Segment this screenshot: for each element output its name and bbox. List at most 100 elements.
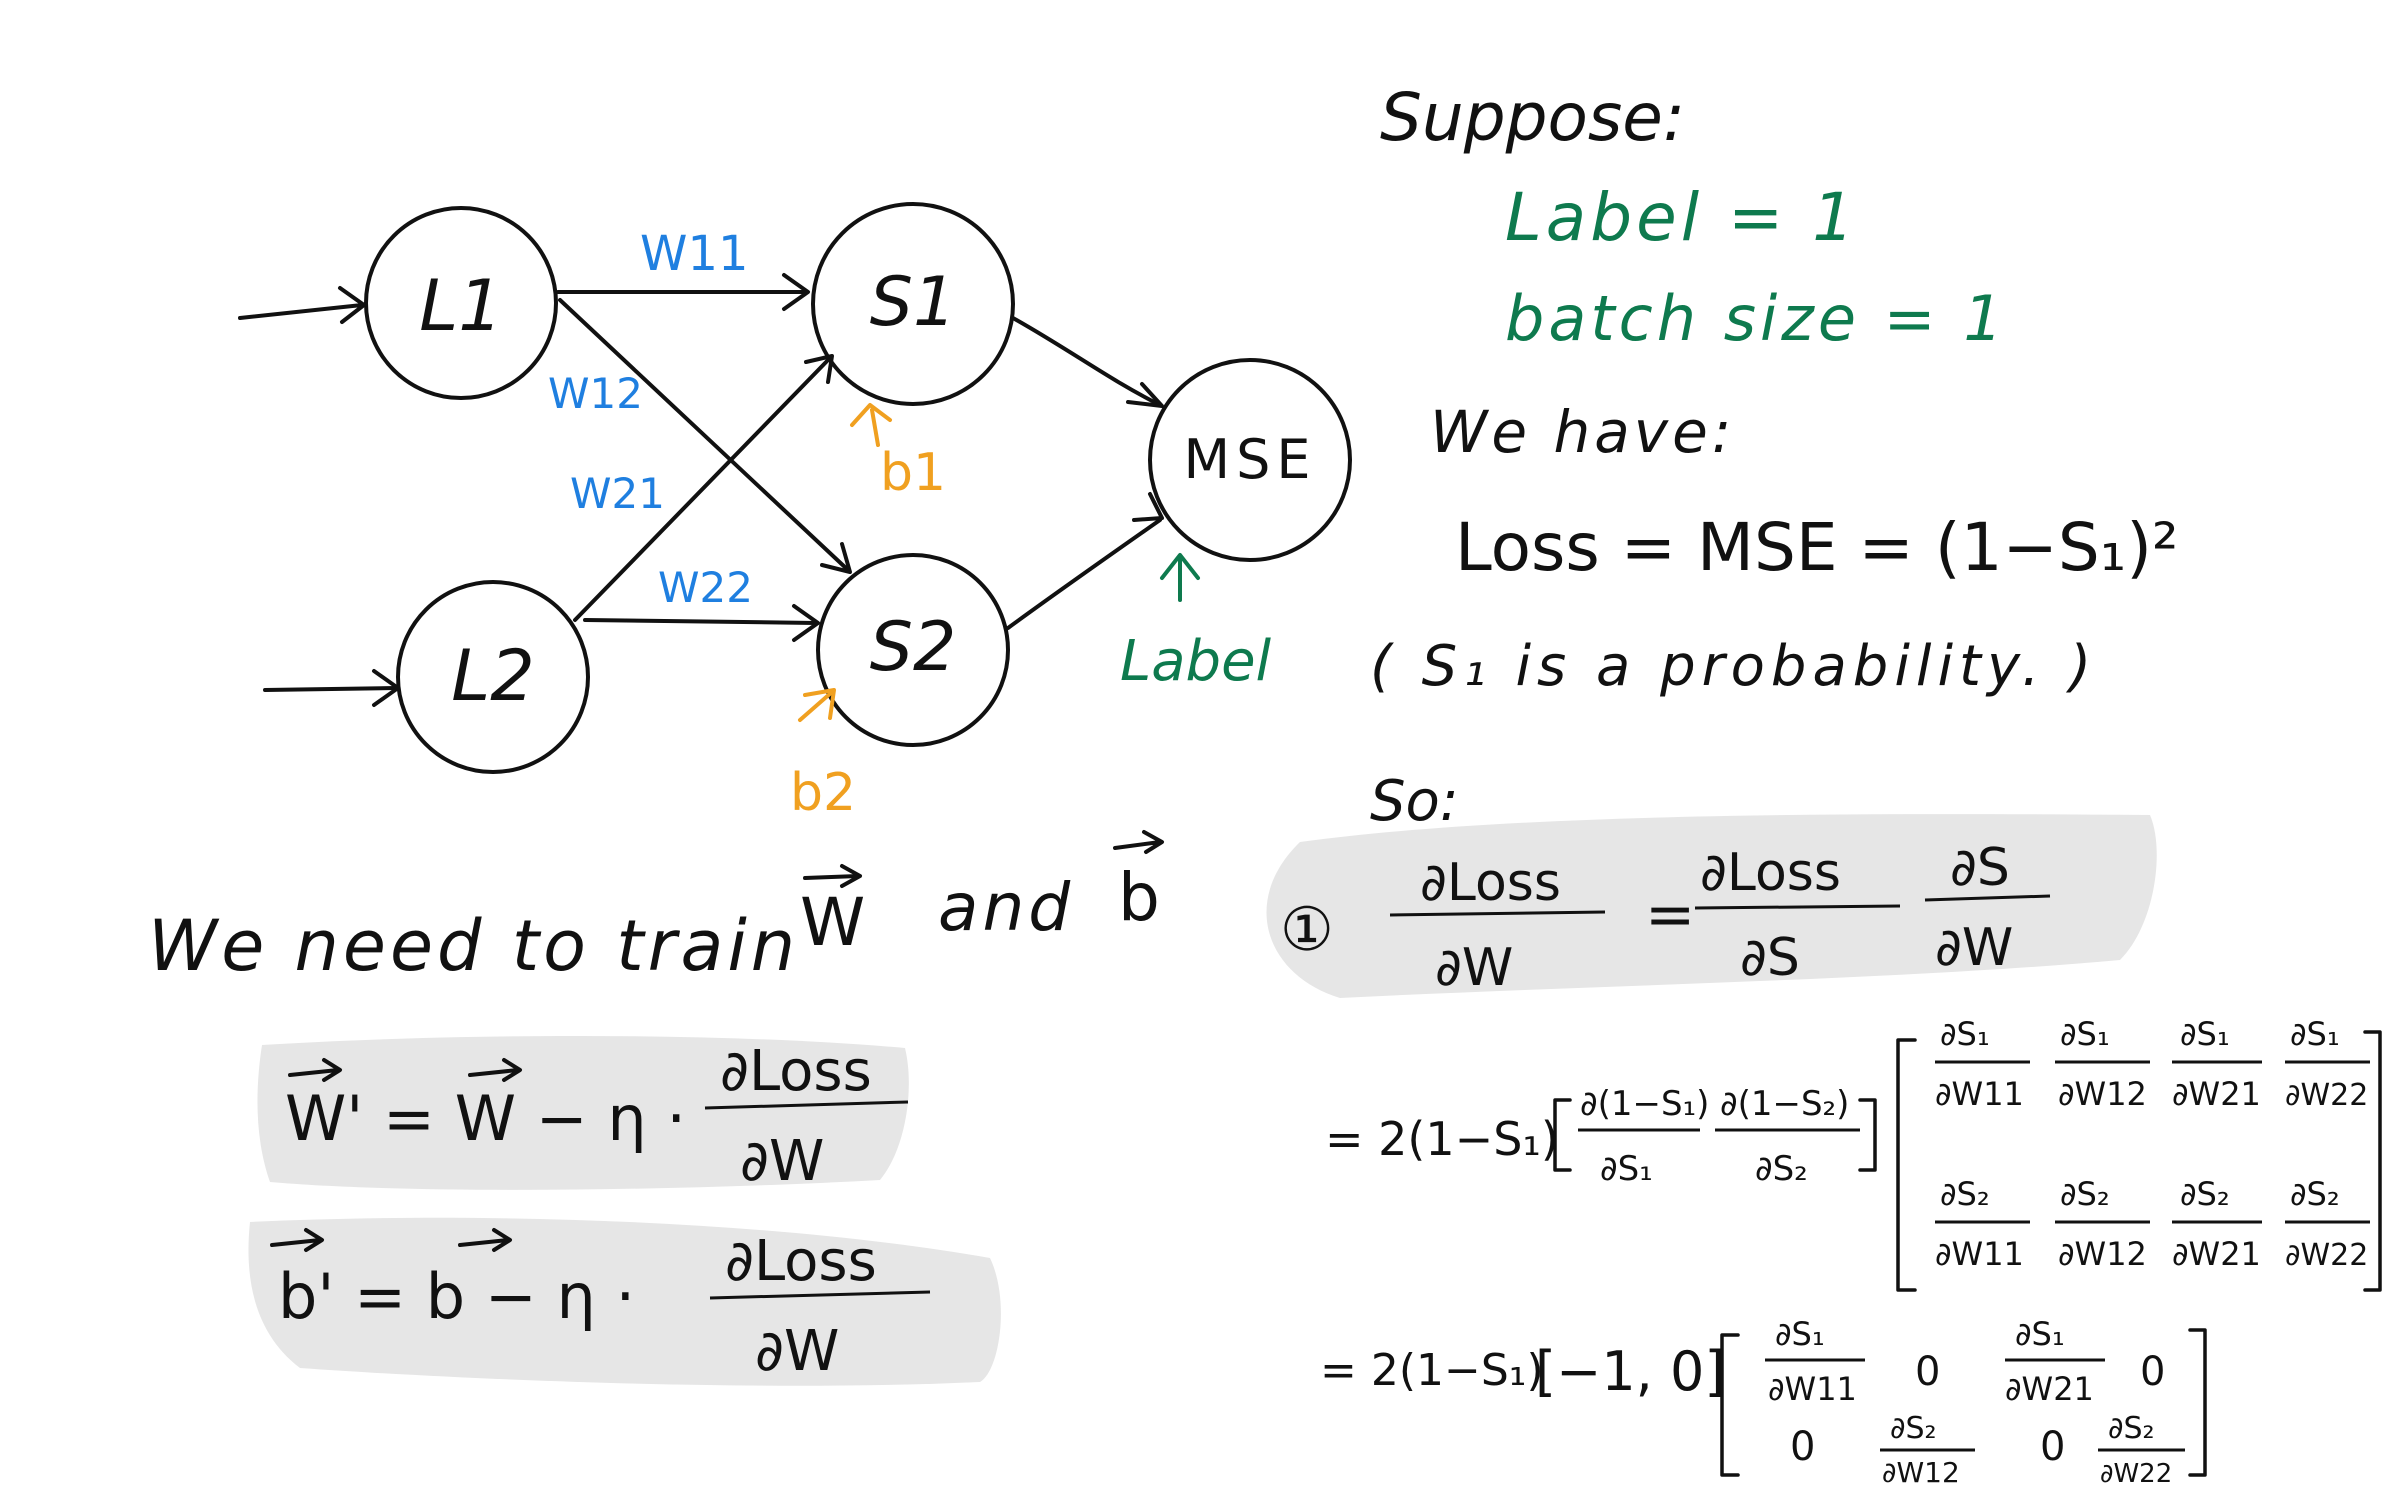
edge-w11 bbox=[556, 273, 810, 311]
line2-prefix: = 2(1−S₁) bbox=[1325, 1112, 1559, 1166]
node-l1 bbox=[364, 206, 558, 400]
input-arrow-l1 bbox=[238, 286, 366, 324]
chain-rule-eq1: ① ∂Loss ∂W = ∂Loss ∂S ∂S ∂W bbox=[1280, 838, 2051, 998]
input-arrow-l2 bbox=[263, 669, 400, 707]
vec-b-symbol: b bbox=[1118, 859, 1160, 936]
weight-w12-label: W12 bbox=[548, 369, 643, 418]
assumptions: Suppose: Label = 1 batch size = 1 We hav… bbox=[1370, 79, 2178, 834]
sparse-r1c1-den: ∂W11 bbox=[1768, 1370, 1857, 1408]
jac-r1c1-den: ∂W11 bbox=[1935, 1075, 2024, 1113]
weight-w11-label: W11 bbox=[640, 226, 749, 282]
network-diagram: L1 L2 S1 S2 MSE bbox=[238, 202, 1352, 823]
node-l1-label: L1 bbox=[419, 265, 503, 347]
update-b-bar bbox=[709, 1290, 931, 1300]
vec-w-symbol: W bbox=[800, 884, 865, 961]
update-b-lhs: b' = b − η · bbox=[278, 1260, 635, 1333]
jac-r2c1-num: ∂S₂ bbox=[1940, 1175, 1990, 1213]
edge-w22 bbox=[583, 604, 820, 642]
edge-w12 bbox=[558, 298, 852, 574]
update-w-arrow-1 bbox=[288, 1058, 342, 1082]
row-vec-b-den: ∂S₂ bbox=[1755, 1149, 1808, 1189]
update-b-arrow-1 bbox=[270, 1228, 324, 1252]
update-w-dloss: ∂Loss bbox=[720, 1039, 872, 1104]
jac-r1c4-num: ∂S₁ bbox=[2290, 1015, 2340, 1053]
jacobian-bracket-close bbox=[2363, 1030, 2382, 1292]
node-s1-label: S1 bbox=[870, 263, 956, 342]
node-mse-label: MSE bbox=[1184, 428, 1317, 491]
jac-r1c4-den: ∂W22 bbox=[2285, 1078, 2368, 1113]
jac-r1c3-num: ∂S₁ bbox=[2180, 1015, 2230, 1053]
batch-assumption: batch size = 1 bbox=[1505, 282, 2007, 355]
we-have-heading: We have: bbox=[1430, 398, 1735, 466]
row-vec-b-num: ∂(1−S₂) bbox=[1720, 1084, 1849, 1124]
sparse-r2c2-den: ∂W12 bbox=[1882, 1456, 1960, 1489]
jac-r2c2-num: ∂S₂ bbox=[2060, 1175, 2110, 1213]
node-s2-label: S2 bbox=[870, 608, 956, 687]
update-w-dw: ∂W bbox=[740, 1129, 824, 1194]
update-b-dloss: ∂Loss bbox=[725, 1229, 877, 1294]
jacobian-bracket-open bbox=[1896, 1038, 1917, 1292]
edge-s2-mse bbox=[1006, 492, 1164, 630]
update-rule-b: b' = b − η · ∂Loss ∂W bbox=[270, 1228, 931, 1384]
suppose-heading: Suppose: bbox=[1380, 79, 1685, 156]
update-b-arrow-2 bbox=[458, 1228, 512, 1252]
probability-note: ( S₁ is a probability. ) bbox=[1370, 634, 2097, 699]
jac-r2c3-num: ∂S₂ bbox=[2180, 1175, 2230, 1213]
fraction-bar-rhs-1 bbox=[1694, 904, 1901, 910]
row-vec-a-num: ∂(1−S₁) bbox=[1580, 1084, 1709, 1124]
highlight-blob-chain-rule bbox=[1266, 814, 2157, 998]
dw-denominator-rhs: ∂W bbox=[1935, 918, 2013, 978]
vec-b-arrow bbox=[1113, 830, 1164, 854]
node-l2 bbox=[396, 580, 590, 774]
sparse-r1c2-zero: 0 bbox=[1915, 1349, 1940, 1395]
sparse-r1c4-zero: 0 bbox=[2140, 1349, 2165, 1395]
bias-b2-arrow bbox=[798, 688, 836, 722]
jac-r1c3-den: ∂W21 bbox=[2172, 1075, 2261, 1113]
bias-b1-arrow bbox=[850, 403, 892, 447]
node-s2 bbox=[816, 553, 1010, 747]
jac-r2c3-den: ∂W21 bbox=[2172, 1235, 2261, 1273]
label-assumption: Label = 1 bbox=[1505, 179, 1858, 256]
sparse-r2c2-num: ∂S₂ bbox=[1890, 1411, 1937, 1446]
jac-r1c1-num: ∂S₁ bbox=[1940, 1015, 1990, 1053]
update-rule-w: W' = W − η · ∂Loss ∂W bbox=[285, 1039, 909, 1194]
fraction-bar-lhs bbox=[1389, 910, 1606, 917]
node-mse bbox=[1148, 358, 1352, 562]
vec-w-arrow bbox=[803, 864, 862, 888]
edge-s1-mse bbox=[1011, 316, 1164, 408]
loss-equation: Loss = MSE = (1−S₁)² bbox=[1455, 509, 2178, 586]
row-vec-a-den: ∂S₁ bbox=[1600, 1149, 1653, 1189]
bracket-open-row bbox=[1553, 1098, 1572, 1172]
highlight-blob-update-b bbox=[248, 1217, 1001, 1386]
sparse-r2c4-num: ∂S₂ bbox=[2108, 1411, 2155, 1446]
bracket-close-row bbox=[1858, 1098, 1877, 1172]
sparse-r1c1-num: ∂S₁ bbox=[1775, 1315, 1825, 1353]
training-statement: We need to train W and b bbox=[148, 830, 1164, 987]
jac-r2c1-den: ∂W11 bbox=[1935, 1235, 2024, 1273]
jac-r2c4-den: ∂W22 bbox=[2285, 1238, 2368, 1273]
so-heading: So: bbox=[1370, 769, 1459, 834]
sparse-bracket-open bbox=[1720, 1333, 1740, 1477]
jac-r1c2-den: ∂W12 bbox=[2058, 1075, 2147, 1113]
node-s1 bbox=[811, 202, 1015, 406]
update-w-arrow-2 bbox=[468, 1058, 522, 1082]
edge-w21 bbox=[573, 354, 834, 622]
chain-rule-eq3: = 2(1−S₁) [−1, 0] ∂S₁ ∂W11 0 ∂S₁ ∂W21 0 … bbox=[1320, 1315, 2207, 1489]
label-input-text: Label bbox=[1120, 629, 1272, 694]
dloss-numerator-rhs: ∂Loss bbox=[1700, 843, 1841, 903]
sparse-r1c3-num: ∂S₁ bbox=[2015, 1315, 2065, 1353]
highlight-blob-update-w bbox=[257, 1035, 909, 1190]
node-l2-label: L2 bbox=[451, 635, 535, 717]
sparse-r2c1-zero: 0 bbox=[1790, 1424, 1815, 1470]
train-text: We need to train bbox=[148, 905, 799, 987]
circled-one: ① bbox=[1280, 895, 1334, 965]
ds-denominator-rhs: ∂S bbox=[1740, 928, 1800, 988]
update-b-dw: ∂W bbox=[755, 1319, 839, 1384]
update-w-lhs: W' = W − η · bbox=[285, 1082, 686, 1155]
line3-prefix: = 2(1−S₁) bbox=[1320, 1345, 1544, 1396]
dw-denominator-lhs: ∂W bbox=[1435, 938, 1513, 998]
chain-rule-eq2: = 2(1−S₁) ∂(1−S₁) ∂S₁ ∂(1−S₂) ∂S₂ ∂S₁ ∂W… bbox=[1325, 1015, 2382, 1292]
jac-r1c2-num: ∂S₁ bbox=[2060, 1015, 2110, 1053]
bias-b1-label: b1 bbox=[880, 443, 946, 503]
